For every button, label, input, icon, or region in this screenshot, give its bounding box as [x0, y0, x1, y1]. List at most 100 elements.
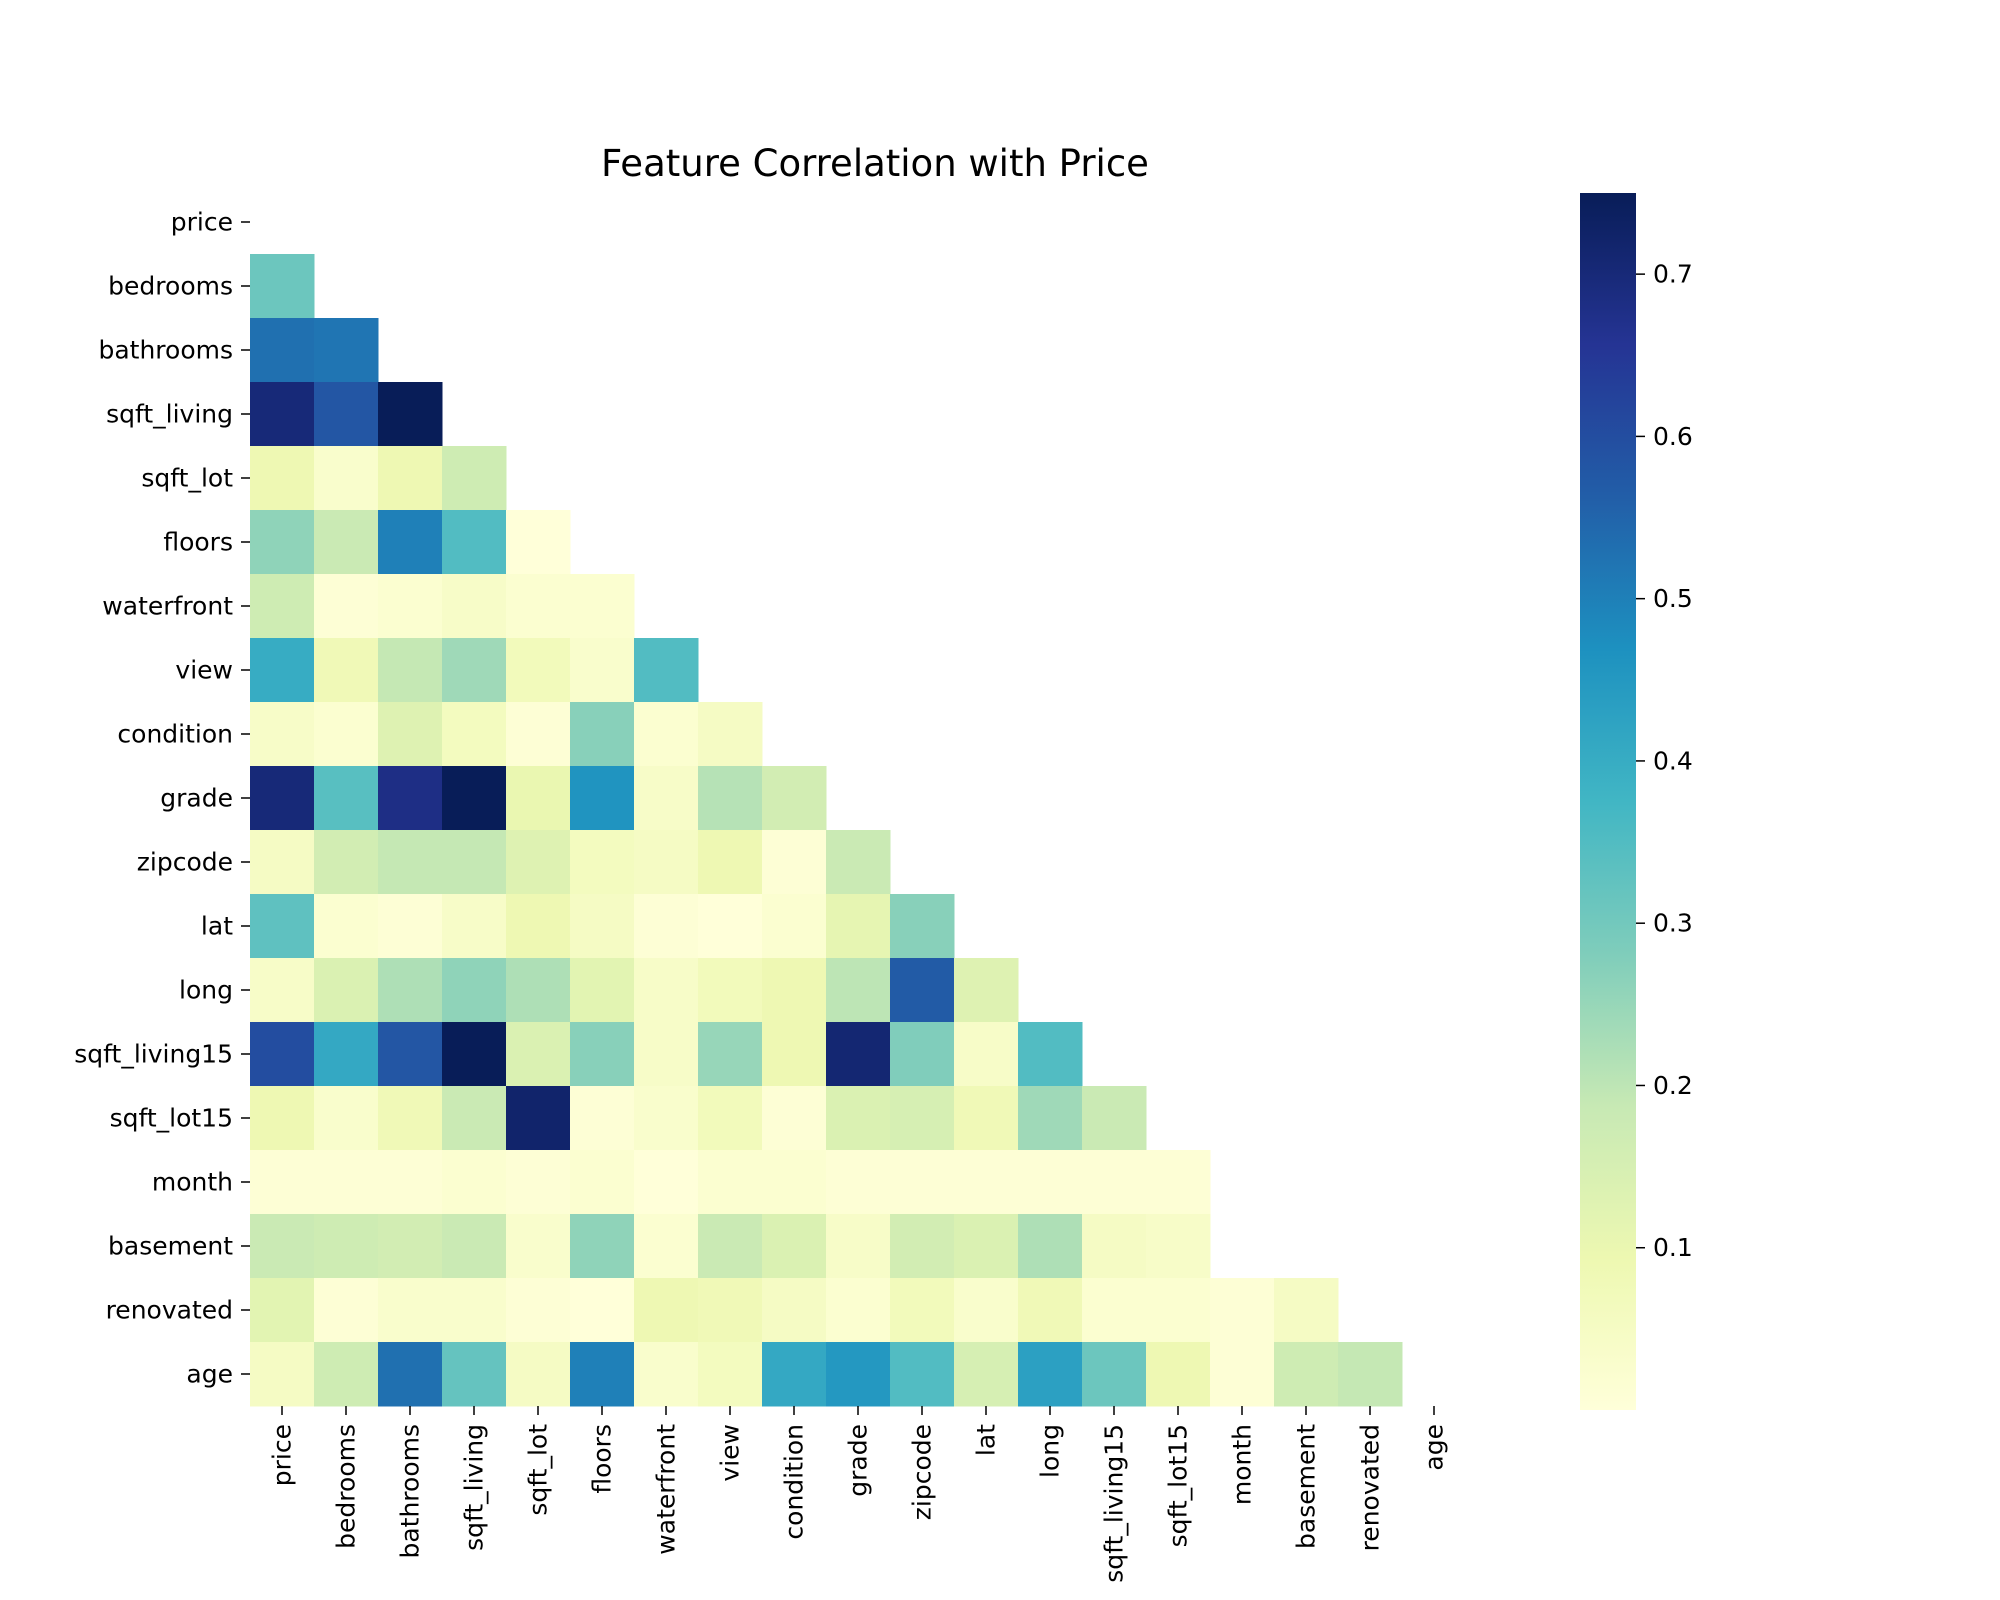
heatmap-cell-sqft_living15-view [698, 1022, 763, 1087]
heatmap-cell-sqft_living-price [250, 382, 315, 447]
heatmap-cell-age-lat [954, 1342, 1019, 1407]
heatmap-cell-condition-bedrooms [314, 702, 379, 767]
heatmap-cell-month-sqft_lot [506, 1150, 571, 1215]
x-tick-label: lat [972, 1424, 1001, 1456]
heatmap-cell-sqft_lot15-view [698, 1086, 763, 1151]
heatmap-cell-long-grade [826, 958, 891, 1023]
x-tick-label: price [268, 1424, 297, 1486]
heatmap-cell-age-view [698, 1342, 763, 1407]
heatmap-cell-long-sqft_lot [506, 958, 571, 1023]
heatmap-cell-renovated-price [250, 1278, 315, 1343]
heatmap-cell-age-basement [1274, 1342, 1339, 1407]
y-tick-label: lat [201, 912, 233, 941]
heatmap-cell-basement-floors [570, 1214, 635, 1279]
y-tick-label: sqft_lot [141, 464, 233, 493]
heatmap-cell-floors-bedrooms [314, 510, 379, 575]
heatmap-cell-view-bathrooms [378, 638, 443, 703]
heatmap-cell-lat-grade [826, 894, 891, 959]
heatmap-cell-grade-sqft_lot [506, 766, 571, 831]
heatmap-cell-zipcode-sqft_living [442, 830, 507, 895]
heatmap-cell-long-waterfront [634, 958, 699, 1023]
heatmap-cell-sqft_lot-bathrooms [378, 446, 443, 511]
y-tick-label: price [171, 208, 233, 237]
y-axis: price bedrooms bathrooms sqft_living sqft_lo… [74, 208, 250, 1389]
heatmap-cell-sqft_lot-price [250, 446, 315, 511]
heatmap-cell-sqft_living15-lat [954, 1022, 1019, 1087]
heatmap-cell-grade-condition [762, 766, 827, 831]
heatmap-cell-lat-sqft_lot [506, 894, 571, 959]
heatmap-cell-sqft_living15-floors [570, 1022, 635, 1087]
heatmap-cell-grade-bedrooms [314, 766, 379, 831]
y-tick-label: floors [163, 528, 233, 557]
heatmap-cell-view-sqft_living [442, 638, 507, 703]
heatmap-cell-sqft_living15-grade [826, 1022, 891, 1087]
x-tick-label: sqft_living [460, 1424, 489, 1551]
y-tick-label: month [152, 1168, 233, 1197]
heatmap-cell-sqft_living15-condition [762, 1022, 827, 1087]
heatmap-cell-sqft_lot15-lat [954, 1086, 1019, 1151]
x-tick-label: waterfront [652, 1424, 681, 1555]
y-tick-label: condition [117, 720, 233, 749]
heatmap-cell-grade-floors [570, 766, 635, 831]
x-tick-label: condition [780, 1424, 809, 1540]
heatmap-cell-basement-view [698, 1214, 763, 1279]
colorbar-tick-label: 0.6 [1653, 422, 1693, 451]
heatmap-cell-month-bedrooms [314, 1150, 379, 1215]
colorbar-axis: 0.1 0.2 0.3 0.4 0.5 0.6 0.7 [1636, 260, 1693, 1262]
heatmap-cell-long-view [698, 958, 763, 1023]
heatmap-cell-age-renovated [1338, 1342, 1403, 1407]
x-tick-label: zipcode [908, 1424, 937, 1520]
heatmap-cell-age-long [1018, 1342, 1083, 1407]
y-tick-label: sqft_living15 [74, 1040, 233, 1069]
heatmap-cell-sqft_living15-bathrooms [378, 1022, 443, 1087]
heatmap-cell-renovated-waterfront [634, 1278, 699, 1343]
heatmap-cell-condition-price [250, 702, 315, 767]
heatmap-cell-sqft_lot-bedrooms [314, 446, 379, 511]
heatmap-cell-condition-view [698, 702, 763, 767]
heatmap-cell-bathrooms-bedrooms [314, 318, 379, 383]
y-tick-label: sqft_lot15 [110, 1104, 233, 1133]
heatmap-cell-renovated-basement [1274, 1278, 1339, 1343]
heatmap-cell-sqft_living15-sqft_lot [506, 1022, 571, 1087]
heatmap-cell-grade-bathrooms [378, 766, 443, 831]
heatmap-cell-lat-view [698, 894, 763, 959]
heatmap-cell-zipcode-waterfront [634, 830, 699, 895]
heatmap-cell-sqft_lot15-sqft_lot [506, 1086, 571, 1151]
heatmap-cell-renovated-bathrooms [378, 1278, 443, 1343]
heatmap-cell-basement-grade [826, 1214, 891, 1279]
heatmap-cell-sqft_lot15-grade [826, 1086, 891, 1151]
heatmap-cell-condition-sqft_lot [506, 702, 571, 767]
heatmap-cell-renovated-bedrooms [314, 1278, 379, 1343]
heatmap-cell-renovated-sqft_living [442, 1278, 507, 1343]
x-tick-label: bathrooms [396, 1424, 425, 1559]
heatmap-cell-grade-view [698, 766, 763, 831]
heatmap-cell-basement-price [250, 1214, 315, 1279]
heatmap-cell-age-waterfront [634, 1342, 699, 1407]
heatmap-cell-sqft_lot-sqft_living [442, 446, 507, 511]
heatmap-cell-month-waterfront [634, 1150, 699, 1215]
heatmap-cell-basement-zipcode [890, 1214, 955, 1279]
heatmap-cell-long-sqft_living [442, 958, 507, 1023]
heatmap-cell-sqft_living15-waterfront [634, 1022, 699, 1087]
heatmap-cell-renovated-floors [570, 1278, 635, 1343]
heatmap-cell-basement-condition [762, 1214, 827, 1279]
heatmap-cell-sqft_living15-price [250, 1022, 315, 1087]
heatmap-cell-basement-long [1018, 1214, 1083, 1279]
x-axis: price bedrooms bathrooms sqft_living sqft_lo… [268, 1406, 1449, 1583]
heatmap-cell-sqft_lot15-bedrooms [314, 1086, 379, 1151]
heatmap-cell-month-sqft_living15 [1082, 1150, 1147, 1215]
heatmap-cell-lat-bedrooms [314, 894, 379, 959]
heatmap-cell-long-condition [762, 958, 827, 1023]
heatmap-cell-lat-sqft_living [442, 894, 507, 959]
heatmap-cell-sqft_lot15-waterfront [634, 1086, 699, 1151]
heatmap-cell-grade-sqft_living [442, 766, 507, 831]
heatmap-cell-bathrooms-price [250, 318, 315, 383]
heatmap-cell-condition-bathrooms [378, 702, 443, 767]
heatmap-cell-sqft_lot15-condition [762, 1086, 827, 1151]
x-tick-label: month [1228, 1424, 1257, 1505]
y-tick-label: view [175, 656, 233, 685]
heatmap-cell-month-long [1018, 1150, 1083, 1215]
heatmap-cell-lat-bathrooms [378, 894, 443, 959]
colorbar-tick-label: 0.4 [1653, 746, 1693, 775]
colorbar-tick-label: 0.1 [1653, 1233, 1693, 1262]
